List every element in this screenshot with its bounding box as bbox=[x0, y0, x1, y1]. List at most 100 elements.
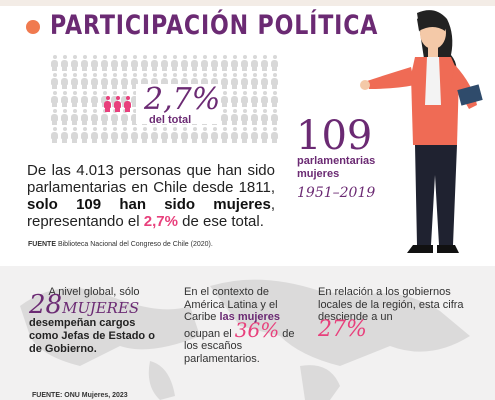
person-icon bbox=[80, 127, 89, 143]
person-icon bbox=[130, 109, 139, 125]
person-icon bbox=[130, 73, 139, 89]
person-icon bbox=[200, 55, 209, 71]
person-icon bbox=[70, 109, 79, 125]
person-icon bbox=[70, 127, 79, 143]
person-icon bbox=[60, 109, 69, 125]
person-icon bbox=[60, 91, 69, 107]
count-value: 109 bbox=[296, 113, 373, 159]
person-icon bbox=[230, 91, 239, 107]
person-icon bbox=[90, 91, 99, 107]
person-icon bbox=[50, 55, 59, 71]
bottom-panel bbox=[0, 266, 495, 400]
bullet-dot bbox=[26, 20, 40, 34]
person-icon bbox=[250, 109, 259, 125]
person-icon bbox=[270, 127, 279, 143]
person-icon bbox=[80, 91, 89, 107]
person-icon bbox=[120, 109, 129, 125]
person-icon bbox=[260, 127, 269, 143]
person-icon bbox=[250, 127, 259, 143]
top-bar bbox=[0, 0, 495, 6]
woman-icon bbox=[113, 96, 122, 112]
percent-backdrop bbox=[136, 84, 218, 124]
person-icon bbox=[190, 55, 199, 71]
person-icon bbox=[230, 109, 239, 125]
person-icon bbox=[90, 127, 99, 143]
person-icon bbox=[220, 55, 229, 71]
person-icon bbox=[70, 55, 79, 71]
person-icon bbox=[120, 73, 129, 89]
person-icon bbox=[120, 55, 129, 71]
person-icon bbox=[90, 109, 99, 125]
latam-fact: En el contexto de América Latina y el Ca… bbox=[184, 286, 295, 365]
local-fact: En relación a los gobiernos locales de l… bbox=[318, 286, 464, 342]
person-icon bbox=[270, 91, 279, 107]
woman-icon bbox=[103, 96, 112, 112]
person-icon bbox=[160, 55, 169, 71]
person-icon bbox=[80, 73, 89, 89]
person-icon bbox=[200, 127, 209, 143]
person-icon bbox=[100, 109, 109, 125]
person-icon bbox=[250, 73, 259, 89]
person-icon bbox=[50, 91, 59, 107]
page-title: PARTICIPACIÓN POLÍTICA bbox=[50, 10, 379, 41]
person-icon bbox=[70, 91, 79, 107]
person-icon bbox=[50, 109, 59, 125]
person-icon bbox=[90, 73, 99, 89]
person-icon bbox=[270, 73, 279, 89]
person-icon bbox=[220, 91, 229, 107]
person-icon bbox=[120, 127, 129, 143]
person-icon bbox=[190, 127, 199, 143]
person-icon bbox=[250, 55, 259, 71]
global-intro: A nivel global, sólo bbox=[48, 286, 140, 298]
person-icon bbox=[230, 73, 239, 89]
person-icon bbox=[110, 73, 119, 89]
person-icon bbox=[50, 127, 59, 143]
percent-label: del total bbox=[149, 114, 192, 126]
person-icon bbox=[240, 127, 249, 143]
person-icon bbox=[130, 91, 139, 107]
person-icon bbox=[150, 127, 159, 143]
person-icon bbox=[260, 91, 269, 107]
person-icon bbox=[110, 109, 119, 125]
person-icon bbox=[240, 73, 249, 89]
global-number: 28 bbox=[29, 290, 63, 320]
global-text: desempeñan cargos como Jefas de Estado o… bbox=[29, 317, 155, 355]
women-pictogram bbox=[103, 96, 132, 112]
world-map-icon bbox=[20, 279, 470, 400]
local-percent: 27% bbox=[318, 316, 367, 342]
person-icon bbox=[270, 109, 279, 125]
person-icon bbox=[100, 127, 109, 143]
person-icon bbox=[180, 127, 189, 143]
person-icon bbox=[60, 73, 69, 89]
person-icon bbox=[230, 127, 239, 143]
person-icon bbox=[220, 73, 229, 89]
source-note-2: FUENTE: ONU Mujeres, 2023 bbox=[32, 392, 128, 399]
person-icon bbox=[140, 127, 149, 143]
person-icon bbox=[150, 55, 159, 71]
person-icon bbox=[260, 55, 269, 71]
person-icon bbox=[110, 127, 119, 143]
person-icon bbox=[270, 55, 279, 71]
years-range: 1951–2019 bbox=[297, 185, 376, 201]
source-note: FUENTE Biblioteca Nacional del Congreso … bbox=[28, 241, 213, 248]
percent-value: 2,7% bbox=[144, 82, 221, 117]
count-label: parlamentarias mujeres bbox=[297, 155, 376, 180]
person-icon bbox=[240, 109, 249, 125]
person-icon bbox=[210, 127, 219, 143]
person-icon bbox=[240, 91, 249, 107]
person-icon bbox=[60, 127, 69, 143]
person-icon bbox=[100, 73, 109, 89]
global-mujeres: MUJERES bbox=[62, 299, 140, 317]
global-fact: A nivel global, sólo 28MUJERES desempeña… bbox=[29, 286, 159, 356]
woman-illustration bbox=[360, 10, 483, 253]
person-icon bbox=[100, 55, 109, 71]
person-icon bbox=[80, 55, 89, 71]
woman-icon bbox=[123, 96, 132, 112]
person-icon bbox=[230, 55, 239, 71]
person-icon bbox=[250, 91, 259, 107]
person-icon bbox=[260, 73, 269, 89]
person-icon bbox=[220, 109, 229, 125]
summary-paragraph: De las 4.013 personas que han sido parla… bbox=[27, 162, 275, 230]
person-icon bbox=[130, 127, 139, 143]
person-icon bbox=[60, 55, 69, 71]
